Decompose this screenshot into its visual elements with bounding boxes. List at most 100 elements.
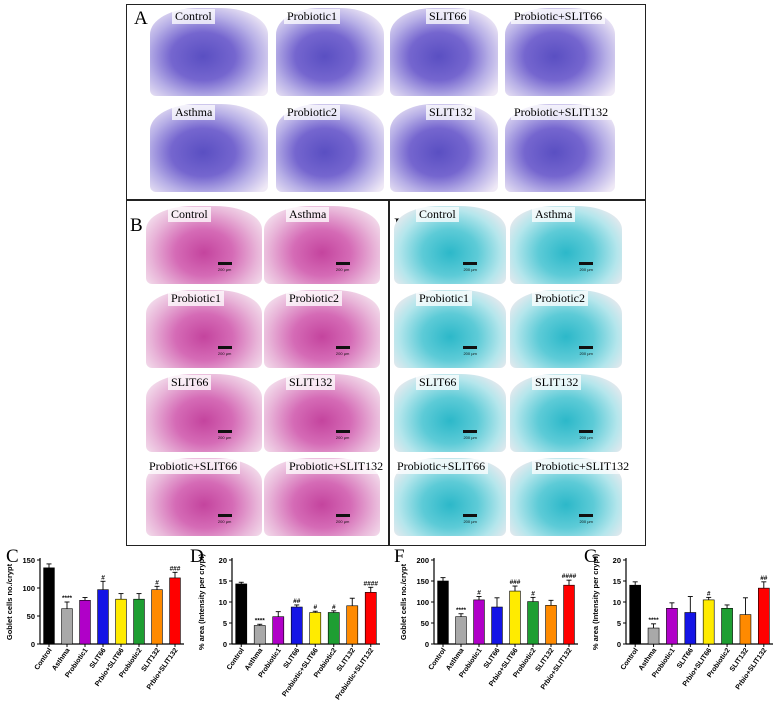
scale-bar-label: 200 µm (579, 351, 593, 356)
bar (473, 599, 485, 645)
scale-bar (217, 262, 232, 265)
bar (151, 589, 163, 645)
image-label: SLIT132 (532, 375, 582, 390)
image-label: Probiotic+SLIT132 (286, 459, 387, 474)
panel-letter-d: D (190, 546, 204, 567)
y-tick-label: 50 (421, 619, 429, 628)
scale-bar (579, 514, 594, 517)
bar (721, 607, 733, 645)
y-tick-label: 5 (617, 619, 621, 628)
scale-bar (463, 514, 478, 517)
y-tick-label: 0 (617, 640, 621, 649)
x-tick-label: SLIT66 (483, 647, 502, 670)
y-tick-label: 10 (219, 598, 227, 607)
significance-label: **** (649, 617, 660, 624)
bar (327, 612, 340, 645)
scale-bar-label: 200 µm (463, 267, 477, 272)
image-label: Probiotic+SLIT132 (511, 105, 612, 120)
y-axis-label: % area (Intensity per crypt) (591, 553, 600, 650)
scale-bar-label: 200 µm (579, 519, 593, 524)
scale-bar-label: 200 µm (335, 435, 350, 440)
bar (702, 599, 715, 645)
image-label: Asthma (532, 207, 576, 222)
bar (455, 616, 467, 645)
image-label: Probiotic1 (284, 9, 340, 24)
panel-letter-f: F (394, 546, 405, 567)
scale-bar-label: 200 µm (217, 267, 232, 272)
scale-bar (335, 514, 350, 517)
bar (346, 605, 359, 645)
panel-letter-b: B (130, 215, 143, 236)
y-tick-label: 100 (22, 584, 35, 593)
scale-bar-label: 200 µm (217, 351, 232, 356)
y-tick-label: 15 (219, 577, 227, 586)
y-tick-label: 100 (416, 598, 429, 607)
panel-letter-g: G (584, 546, 598, 567)
x-tick-label: SLIT66 (282, 647, 301, 670)
y-tick-label: 150 (22, 556, 35, 565)
bar (491, 606, 503, 645)
image-label: Probiotic+SLIT66 (394, 459, 489, 474)
y-tick-label: 0 (425, 640, 429, 649)
bar (666, 607, 678, 645)
scale-bar (579, 346, 594, 349)
significance-label: **** (456, 607, 467, 614)
significance-label: **** (62, 595, 73, 602)
scale-bar (579, 430, 594, 433)
chart-d: 0 5 10 15 20 % area (Intensity per crypt) Cont… (197, 553, 380, 701)
panel-divider (388, 200, 390, 546)
bar (758, 587, 770, 645)
y-axis-label: Goblet cells no./crypt (5, 563, 14, 640)
scale-bar-label: 200 µm (217, 519, 232, 524)
scale-bar (217, 514, 232, 517)
scale-bar (463, 262, 478, 265)
image-label: SLIT66 (168, 375, 212, 390)
image-label: Probiotic+SLIT132 (532, 459, 633, 474)
bar (563, 584, 575, 645)
bar (235, 583, 248, 645)
panel-letter-a: A (134, 8, 148, 29)
bar (272, 616, 285, 645)
scale-bar (217, 346, 232, 349)
image-label: Probiotic2 (286, 291, 342, 306)
y-tick-label: 15 (613, 577, 621, 586)
panel-be-frame (126, 200, 646, 546)
bar (739, 614, 752, 645)
scale-bar (463, 430, 478, 433)
scale-bar (217, 430, 232, 433)
significance-label: ## (760, 575, 768, 582)
scale-bar (335, 346, 350, 349)
bar (133, 598, 145, 645)
scale-bar-label: 200 µm (463, 519, 477, 524)
bar (437, 580, 449, 645)
image-label: Probiotic2 (532, 291, 588, 306)
image-label: Asthma (172, 105, 216, 120)
bar (97, 589, 109, 645)
x-tick-label: SLIT66 (676, 647, 695, 670)
y-axis-label: Goblet cells no./crypt (399, 563, 408, 640)
scale-bar-label: 200 µm (579, 435, 593, 440)
significance-label: # (332, 604, 336, 611)
bar (79, 600, 91, 645)
x-tick-label: SLIT66 (89, 647, 108, 670)
significance-label: #### (562, 573, 577, 580)
image-label: Control (416, 207, 459, 222)
image-label: Probiotic2 (284, 105, 340, 120)
image-label: Probiotic1 (168, 291, 224, 306)
bar (647, 627, 660, 645)
image-label: Asthma (286, 207, 330, 222)
scale-bar-label: 200 µm (335, 519, 350, 524)
scale-bar-label: 200 µm (579, 267, 593, 272)
scale-bar-label: 200 µm (217, 435, 232, 440)
bar (169, 577, 181, 645)
bar (629, 584, 641, 645)
y-tick-label: 20 (219, 556, 227, 565)
bar (309, 612, 322, 645)
y-tick-label: 50 (27, 612, 35, 621)
significance-label: # (155, 579, 159, 586)
bar (545, 605, 557, 645)
scale-bar (335, 262, 350, 265)
y-tick-label: 0 (31, 640, 35, 649)
